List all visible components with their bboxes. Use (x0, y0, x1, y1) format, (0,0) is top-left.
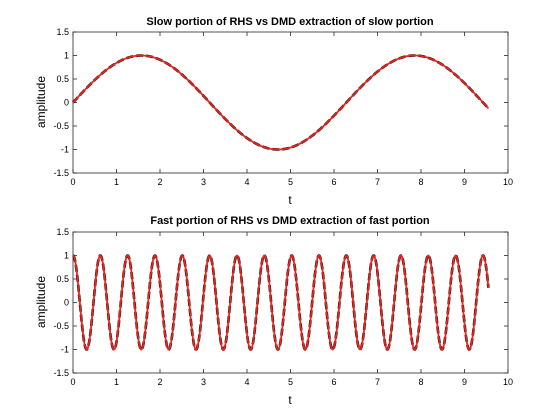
fast-plot-y-ticks: -1.5 -1 -0.5 0 0.5 1 1.5 (53, 227, 508, 378)
slow-plot-x-tick-label: 9 (462, 177, 467, 187)
fast-plot-x-tick-label: 7 (375, 377, 380, 387)
fast-plot-title: Fast portion of RHS vs DMD extraction of… (150, 215, 430, 227)
fast-plot-x-tick-label: 6 (331, 377, 336, 387)
slow-plot-title: Slow portion of RHS vs DMD extraction of… (146, 16, 434, 28)
fast-plot-y-tick-label: 0.5 (56, 274, 69, 284)
slow-plot-y-tick-label: -0.5 (53, 121, 69, 131)
slow-plot-x-tick-label: 0 (70, 177, 75, 187)
slow-plot-x-tick-label: 5 (288, 177, 293, 187)
slow-plot-x-tick-label: 2 (157, 177, 162, 187)
fast-plot-axes-box (72, 231, 509, 374)
fast-plot-x-tick-label: 9 (462, 377, 467, 387)
fast-plot-x-tick-label: 1 (114, 377, 119, 387)
fast-plot-y-tick-label: 0 (64, 298, 69, 308)
slow-plot-x-tick-label: 6 (331, 177, 336, 187)
slow-plot-y-tick-label: 1.5 (56, 27, 69, 37)
slow-plot-dmd-series-line (72, 54, 490, 151)
slow-plot-x-tick-label: 3 (201, 177, 206, 187)
fast-plot-x-axis-label: t (288, 393, 292, 407)
slow-plot-x-tick-label: 8 (418, 177, 423, 187)
slow-plot-y-tick-label: 1 (64, 51, 69, 61)
fast-plot-x-tick-label: 2 (157, 377, 162, 387)
slow-plot-y-tick-label: -1.5 (53, 168, 69, 178)
fast-plot-y-tick-label: 1 (64, 251, 69, 261)
slow-plot-x-tick-label: 4 (244, 177, 249, 187)
slow-plot-lines (72, 54, 490, 151)
slow-plot-x-ticks: 0 1 2 3 4 5 6 7 8 9 10 (70, 32, 513, 187)
slow-portion-subplot: Slow portion of RHS vs DMD extraction of… (34, 16, 513, 207)
slow-plot-y-tick-label: 0.5 (56, 74, 69, 84)
fast-plot-x-tick-label: 0 (70, 377, 75, 387)
slow-plot-x-axis-label: t (288, 193, 292, 207)
fast-plot-lines (72, 254, 490, 351)
fast-plot-y-tick-label: -1 (61, 345, 69, 355)
fast-plot-dmd-series-line (72, 254, 490, 351)
slow-plot-y-axis-label: amplitude (34, 76, 48, 128)
slow-plot-x-tick-label: 7 (375, 177, 380, 187)
fast-plot-x-tick-label: 8 (418, 377, 423, 387)
slow-plot-y-ticks: -1.5 -1 -0.5 0 0.5 1 1.5 (53, 27, 508, 178)
slow-plot-x-tick-label: 1 (114, 177, 119, 187)
fast-plot-y-tick-label: 1.5 (56, 227, 69, 237)
fast-plot-x-tick-label: 10 (503, 377, 513, 387)
fast-plot-x-tick-label: 4 (244, 377, 249, 387)
slow-plot-y-tick-label: 0 (64, 98, 69, 108)
slow-plot-axes-box (72, 31, 509, 174)
fast-plot-y-tick-label: -1.5 (53, 368, 69, 378)
fast-plot-x-tick-label: 5 (288, 377, 293, 387)
fast-portion-subplot: Fast portion of RHS vs DMD extraction of… (34, 215, 513, 407)
fast-plot-y-axis-label: amplitude (34, 276, 48, 328)
fast-plot-x-tick-label: 3 (201, 377, 206, 387)
fast-plot-y-tick-label: -0.5 (53, 321, 69, 331)
fast-plot-x-ticks: 0 1 2 3 4 5 6 7 8 9 10 (70, 232, 513, 387)
slow-plot-x-tick-label: 10 (503, 177, 513, 187)
slow-plot-y-tick-label: -1 (61, 145, 69, 155)
